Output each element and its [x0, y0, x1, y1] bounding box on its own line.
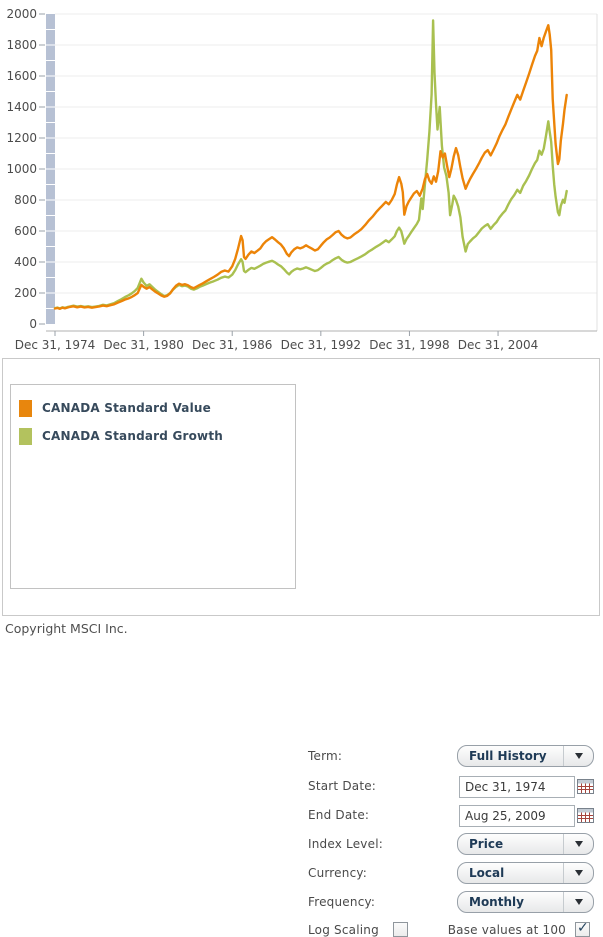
log-scaling-label: Log Scaling: [308, 922, 379, 937]
growth-series-swatch: [19, 427, 32, 445]
currency-dropdown-button[interactable]: [563, 863, 593, 883]
copyright-text: Copyright MSCI Inc.: [5, 621, 128, 636]
index-level-value: Price: [469, 837, 504, 851]
term-dropdown[interactable]: Full History: [457, 745, 594, 767]
svg-text:1400: 1400: [6, 100, 37, 114]
term-dropdown-button[interactable]: [563, 746, 593, 766]
index-level-dropdown[interactable]: Price: [457, 833, 594, 855]
currency-value: Local: [469, 866, 505, 880]
svg-text:0: 0: [29, 317, 37, 331]
chevron-down-icon: [574, 899, 583, 905]
start-date-label: Start Date:: [308, 779, 377, 793]
base-values-label: Base values at 100: [447, 922, 566, 937]
svg-text:Dec 31, 1974: Dec 31, 1974: [15, 338, 95, 352]
chart-controls-panel: CANADA Standard Value CANADA Standard Gr…: [2, 358, 600, 937]
svg-text:Dec 31, 1998: Dec 31, 1998: [369, 338, 449, 352]
svg-text:400: 400: [14, 255, 37, 269]
base-values-checkbox[interactable]: [575, 920, 590, 937]
svg-text:200: 200: [14, 286, 37, 300]
chart-legend: CANADA Standard Value CANADA Standard Gr…: [10, 384, 296, 589]
calendar-icon[interactable]: [577, 778, 594, 794]
log-scaling-row: Log Scaling: [308, 922, 408, 937]
svg-text:1000: 1000: [6, 162, 37, 176]
end-date-input[interactable]: [459, 805, 575, 827]
base-values-row: Base values at 100: [447, 920, 590, 937]
chevron-down-icon: [574, 841, 583, 847]
term-value: Full History: [469, 749, 547, 763]
svg-text:Dec 31, 1992: Dec 31, 1992: [281, 338, 361, 352]
svg-text:Dec 31, 1986: Dec 31, 1986: [192, 338, 272, 352]
legend-item-value: CANADA Standard Value: [11, 394, 295, 422]
svg-text:600: 600: [14, 224, 37, 238]
frequency-value: Monthly: [469, 895, 524, 909]
svg-text:1600: 1600: [6, 69, 37, 83]
calendar-icon[interactable]: [577, 807, 594, 823]
legend-label-growth: CANADA Standard Growth: [42, 429, 224, 443]
svg-text:800: 800: [14, 193, 37, 207]
svg-text:2000: 2000: [6, 7, 37, 21]
log-scaling-checkbox[interactable]: [392, 922, 408, 937]
end-date-label: End Date:: [308, 808, 370, 822]
chevron-down-icon: [574, 753, 583, 759]
frequency-dropdown-button[interactable]: [563, 892, 593, 912]
line-chart-canvas: 0 200 400 600 800 1000 1200 1400 1600 1800 2000 Dec…: [6, 7, 598, 352]
legend-label-value: CANADA Standard Value: [42, 401, 211, 415]
svg-text:Dec 31, 2004: Dec 31, 2004: [458, 338, 538, 352]
start-date-input[interactable]: [459, 776, 575, 798]
currency-label: Currency:: [308, 866, 368, 880]
currency-dropdown[interactable]: Local: [457, 862, 594, 884]
term-label: Term:: [308, 749, 343, 763]
svg-text:1800: 1800: [6, 38, 37, 52]
index-level-dropdown-button[interactable]: [563, 834, 593, 854]
svg-text:Dec 31, 1980: Dec 31, 1980: [103, 338, 183, 352]
chevron-down-icon: [574, 870, 583, 876]
index-level-chart: 0 200 400 600 800 1000 1200 1400 1600 1800 2000 Dec…: [0, 0, 603, 356]
index-level-label: Index Level:: [308, 837, 383, 851]
legend-item-growth: CANADA Standard Growth: [11, 422, 295, 450]
svg-text:1200: 1200: [6, 131, 37, 145]
frequency-dropdown[interactable]: Monthly: [457, 891, 594, 913]
frequency-label: Frequency:: [308, 895, 376, 909]
value-series-swatch: [19, 399, 32, 417]
